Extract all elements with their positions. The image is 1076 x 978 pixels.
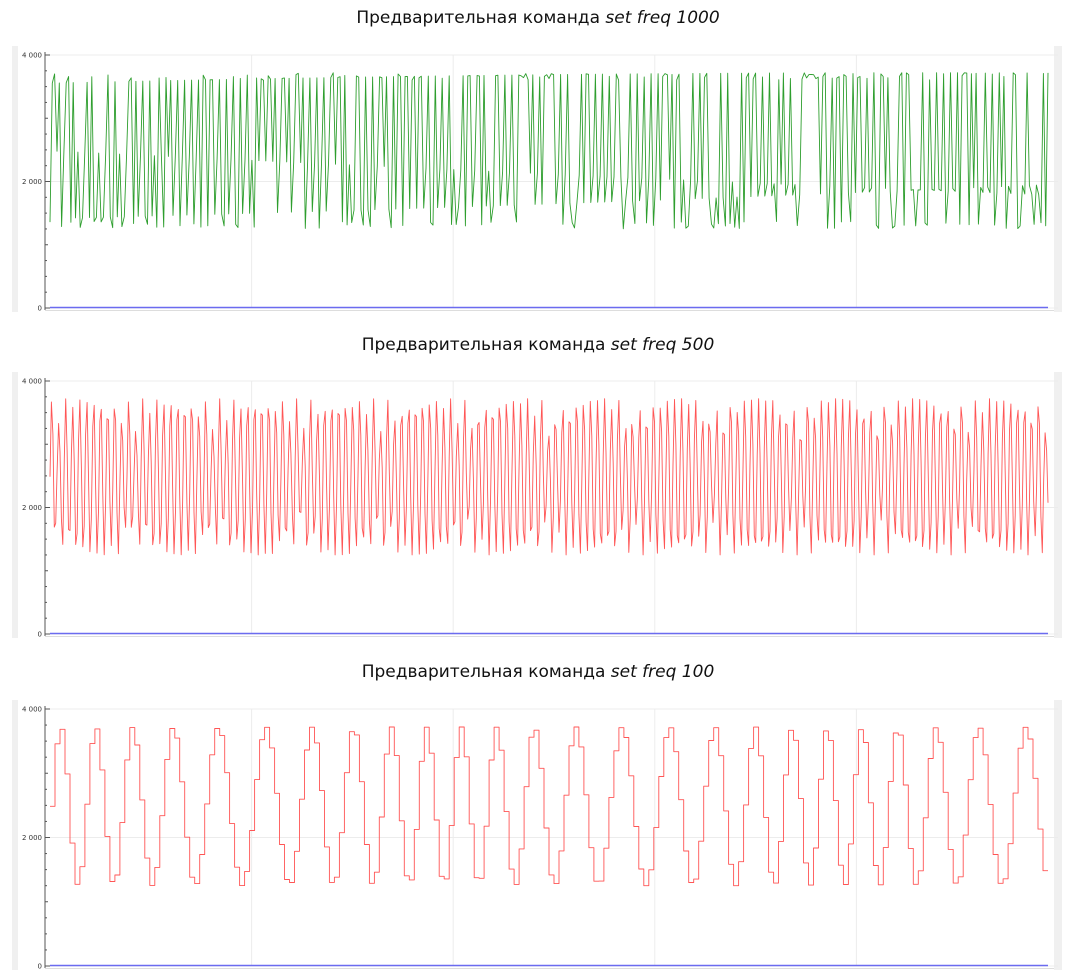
left-strip	[12, 700, 18, 970]
chart-2-panel: 0 2 000 4 000	[12, 372, 1062, 638]
chart-2-plot: 0 2 000 4 000	[12, 372, 1062, 638]
chart-1-caption: Предварительная команда set freq 1000	[0, 6, 1076, 30]
y-tick-label: 2 000	[22, 504, 42, 512]
y-tick-label: 0	[38, 631, 42, 639]
right-strip	[1054, 700, 1062, 970]
signal-series-line	[49, 398, 1049, 556]
chart-3-caption: Предварительная команда set freq 100	[0, 660, 1076, 684]
signal-series-line	[50, 726, 1048, 887]
signal-series-line	[49, 72, 1049, 230]
y-tick-label: 4 000	[22, 52, 42, 60]
chart-3-panel: 0 2 000 4 000	[12, 700, 1062, 970]
left-strip	[12, 372, 18, 638]
left-strip	[12, 46, 18, 312]
chart-2-command: set freq 500	[610, 335, 715, 355]
chart-1-plot: 0 2 000 4 000	[12, 46, 1062, 312]
chart-3-command: set freq 100	[610, 662, 715, 682]
y-tick-label: 2 000	[22, 834, 42, 842]
y-tick-label: 4 000	[22, 706, 42, 714]
chart-1-panel: 0 2 000 4 000	[12, 46, 1062, 312]
chart-3-title: Предварительная команда	[361, 662, 606, 682]
y-axis-ticks	[45, 54, 50, 309]
right-strip	[1054, 372, 1062, 638]
chart-2-title: Предварительная команда	[361, 335, 606, 355]
chart-1-title: Предварительная команда	[356, 8, 600, 28]
y-tick-label: 4 000	[22, 378, 42, 386]
y-tick-label: 2 000	[22, 178, 42, 186]
y-tick-label: 0	[38, 963, 42, 971]
right-strip	[1054, 46, 1062, 312]
chart-3-plot: 0 2 000 4 000	[12, 700, 1062, 970]
y-tick-label: 0	[38, 305, 42, 313]
chart-1-command: set freq 1000	[605, 8, 720, 28]
y-axis-ticks	[45, 708, 50, 967]
y-axis-ticks	[45, 380, 50, 635]
chart-2-caption: Предварительная команда set freq 500	[0, 333, 1076, 357]
